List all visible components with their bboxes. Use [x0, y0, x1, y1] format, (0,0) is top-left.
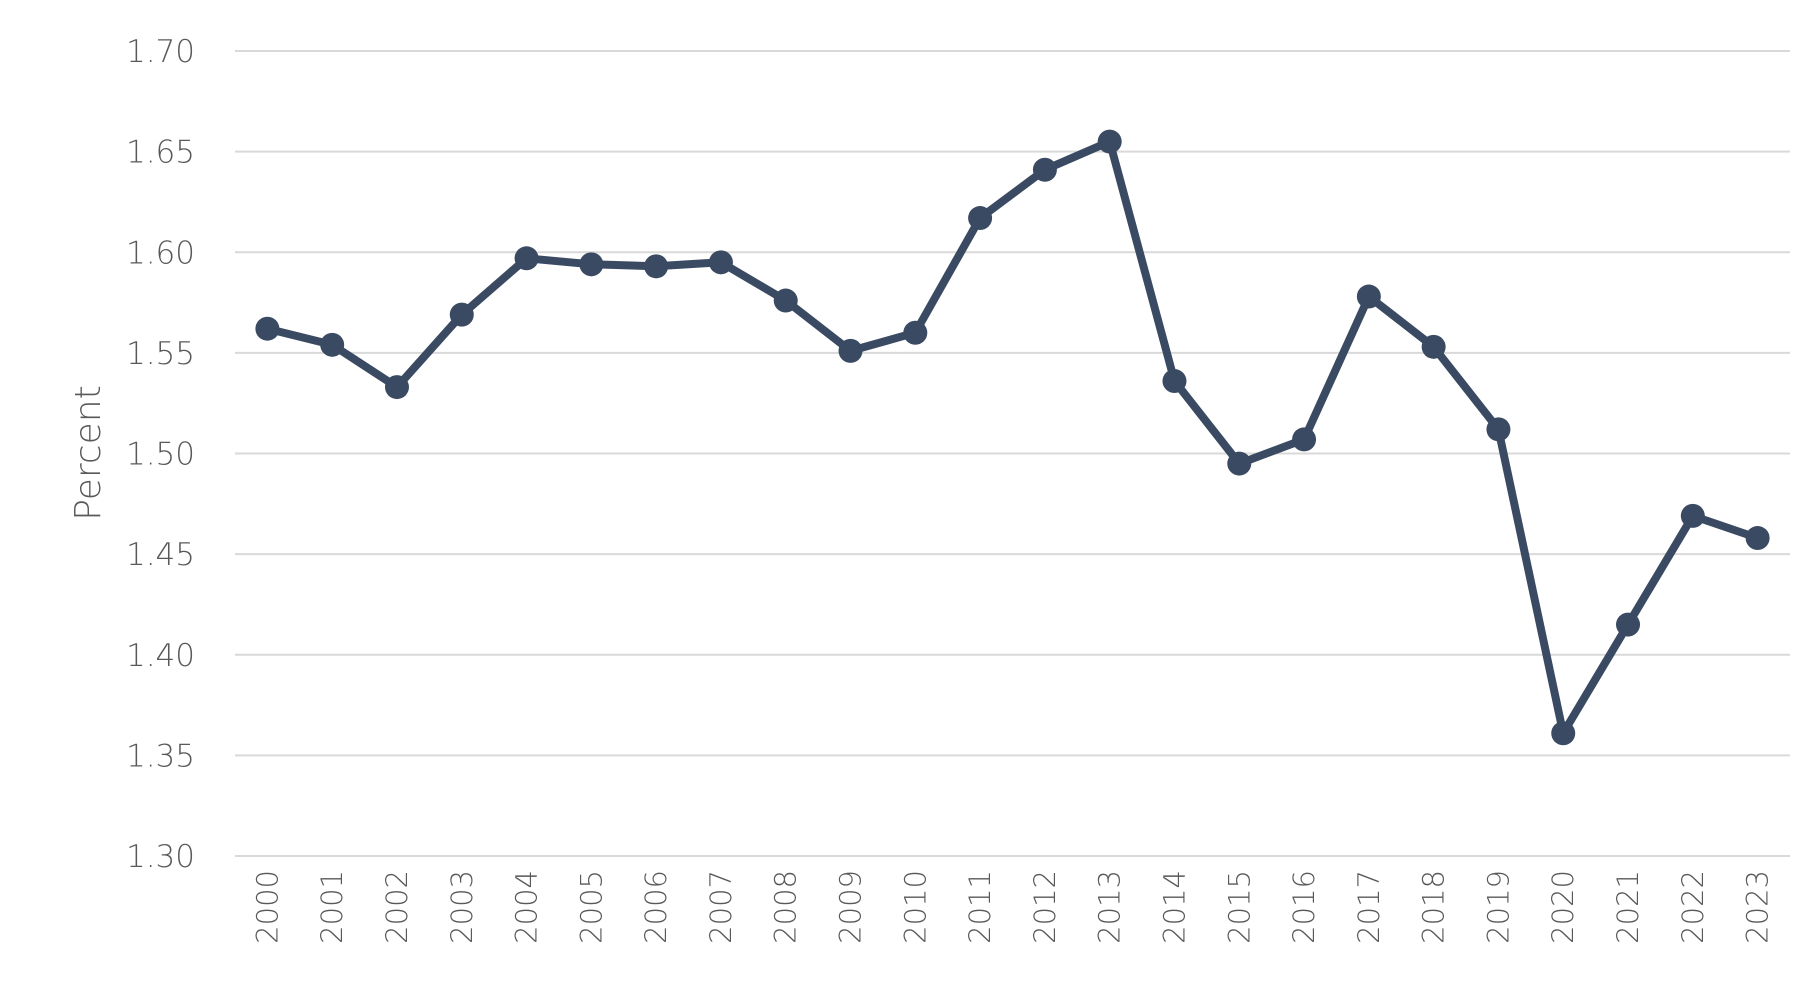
- x-tick-label: 2001: [315, 870, 349, 944]
- data-point: [773, 288, 798, 313]
- data-point: [1356, 284, 1381, 309]
- y-axis-title: Percent: [68, 385, 109, 520]
- x-tick-label: 2012: [1028, 870, 1062, 944]
- data-point: [384, 375, 409, 400]
- data-point: [449, 302, 474, 327]
- data-point: [1097, 129, 1122, 154]
- data-point: [1227, 451, 1252, 476]
- x-tick-label: 2008: [769, 870, 803, 944]
- y-tick-label: 1.50: [126, 437, 195, 473]
- data-point: [903, 320, 928, 345]
- data-point: [1680, 503, 1705, 528]
- data-point: [1745, 526, 1770, 551]
- x-tick-label: 2022: [1676, 870, 1710, 944]
- y-tick-label: 1.65: [126, 135, 195, 171]
- data-point: [255, 316, 280, 341]
- data-point: [1421, 334, 1446, 359]
- series-group: [255, 129, 1770, 746]
- x-tick-label: 2016: [1287, 870, 1321, 944]
- x-tick-label: 2020: [1546, 870, 1580, 944]
- data-point: [1032, 157, 1057, 182]
- x-tick-label: 2011: [963, 870, 997, 944]
- data-point: [968, 206, 993, 231]
- x-tick-label: 2014: [1157, 870, 1191, 944]
- x-tick-label: 2006: [639, 870, 673, 944]
- x-tick-label: 2009: [834, 870, 868, 944]
- data-point: [320, 332, 345, 357]
- x-tick-label: 2000: [250, 870, 284, 944]
- x-tick-label: 2003: [445, 870, 479, 944]
- y-tick-label: 1.55: [126, 336, 195, 372]
- y-tick-label: 1.30: [126, 839, 195, 875]
- data-point: [644, 254, 669, 279]
- data-point: [1162, 369, 1187, 394]
- y-tick-label: 1.45: [126, 537, 195, 573]
- y-tick-label: 1.60: [126, 235, 195, 271]
- data-point: [1551, 721, 1576, 746]
- gridlines: [235, 50, 1790, 857]
- x-tick-label: 2005: [574, 870, 608, 944]
- x-tick-label: 2023: [1741, 870, 1775, 944]
- x-tick-label: 2007: [704, 870, 738, 944]
- data-point: [708, 250, 733, 275]
- data-point: [1292, 427, 1317, 452]
- x-tick-label: 2015: [1222, 870, 1256, 944]
- data-point: [1616, 612, 1641, 637]
- data-point: [838, 338, 863, 363]
- x-tick-label: 2018: [1417, 870, 1451, 944]
- x-tick-label: 2002: [380, 870, 414, 944]
- x-tick-label: 2017: [1352, 870, 1386, 944]
- x-tick-label: 2004: [510, 870, 544, 944]
- data-point: [514, 246, 539, 271]
- y-tick-label: 1.70: [126, 34, 195, 70]
- x-tick-label: 2019: [1481, 870, 1515, 944]
- series-line: [263, 137, 1762, 738]
- x-axis-ticks: 2000 2001 2002 2003 2004 2005 2006 2007 2008 2009…: [250, 870, 1774, 944]
- y-axis-ticks: 1.30 1.35 1.40 1.45 1.50 1.55 1.60 1.65 1.70: [126, 34, 195, 875]
- data-point: [579, 252, 604, 277]
- x-tick-label: 2013: [1093, 870, 1127, 944]
- y-tick-label: 1.40: [126, 638, 195, 674]
- y-tick-label: 1.35: [126, 738, 195, 774]
- x-tick-label: 2021: [1611, 870, 1645, 944]
- data-point: [1486, 417, 1511, 442]
- x-tick-label: 2010: [898, 870, 932, 944]
